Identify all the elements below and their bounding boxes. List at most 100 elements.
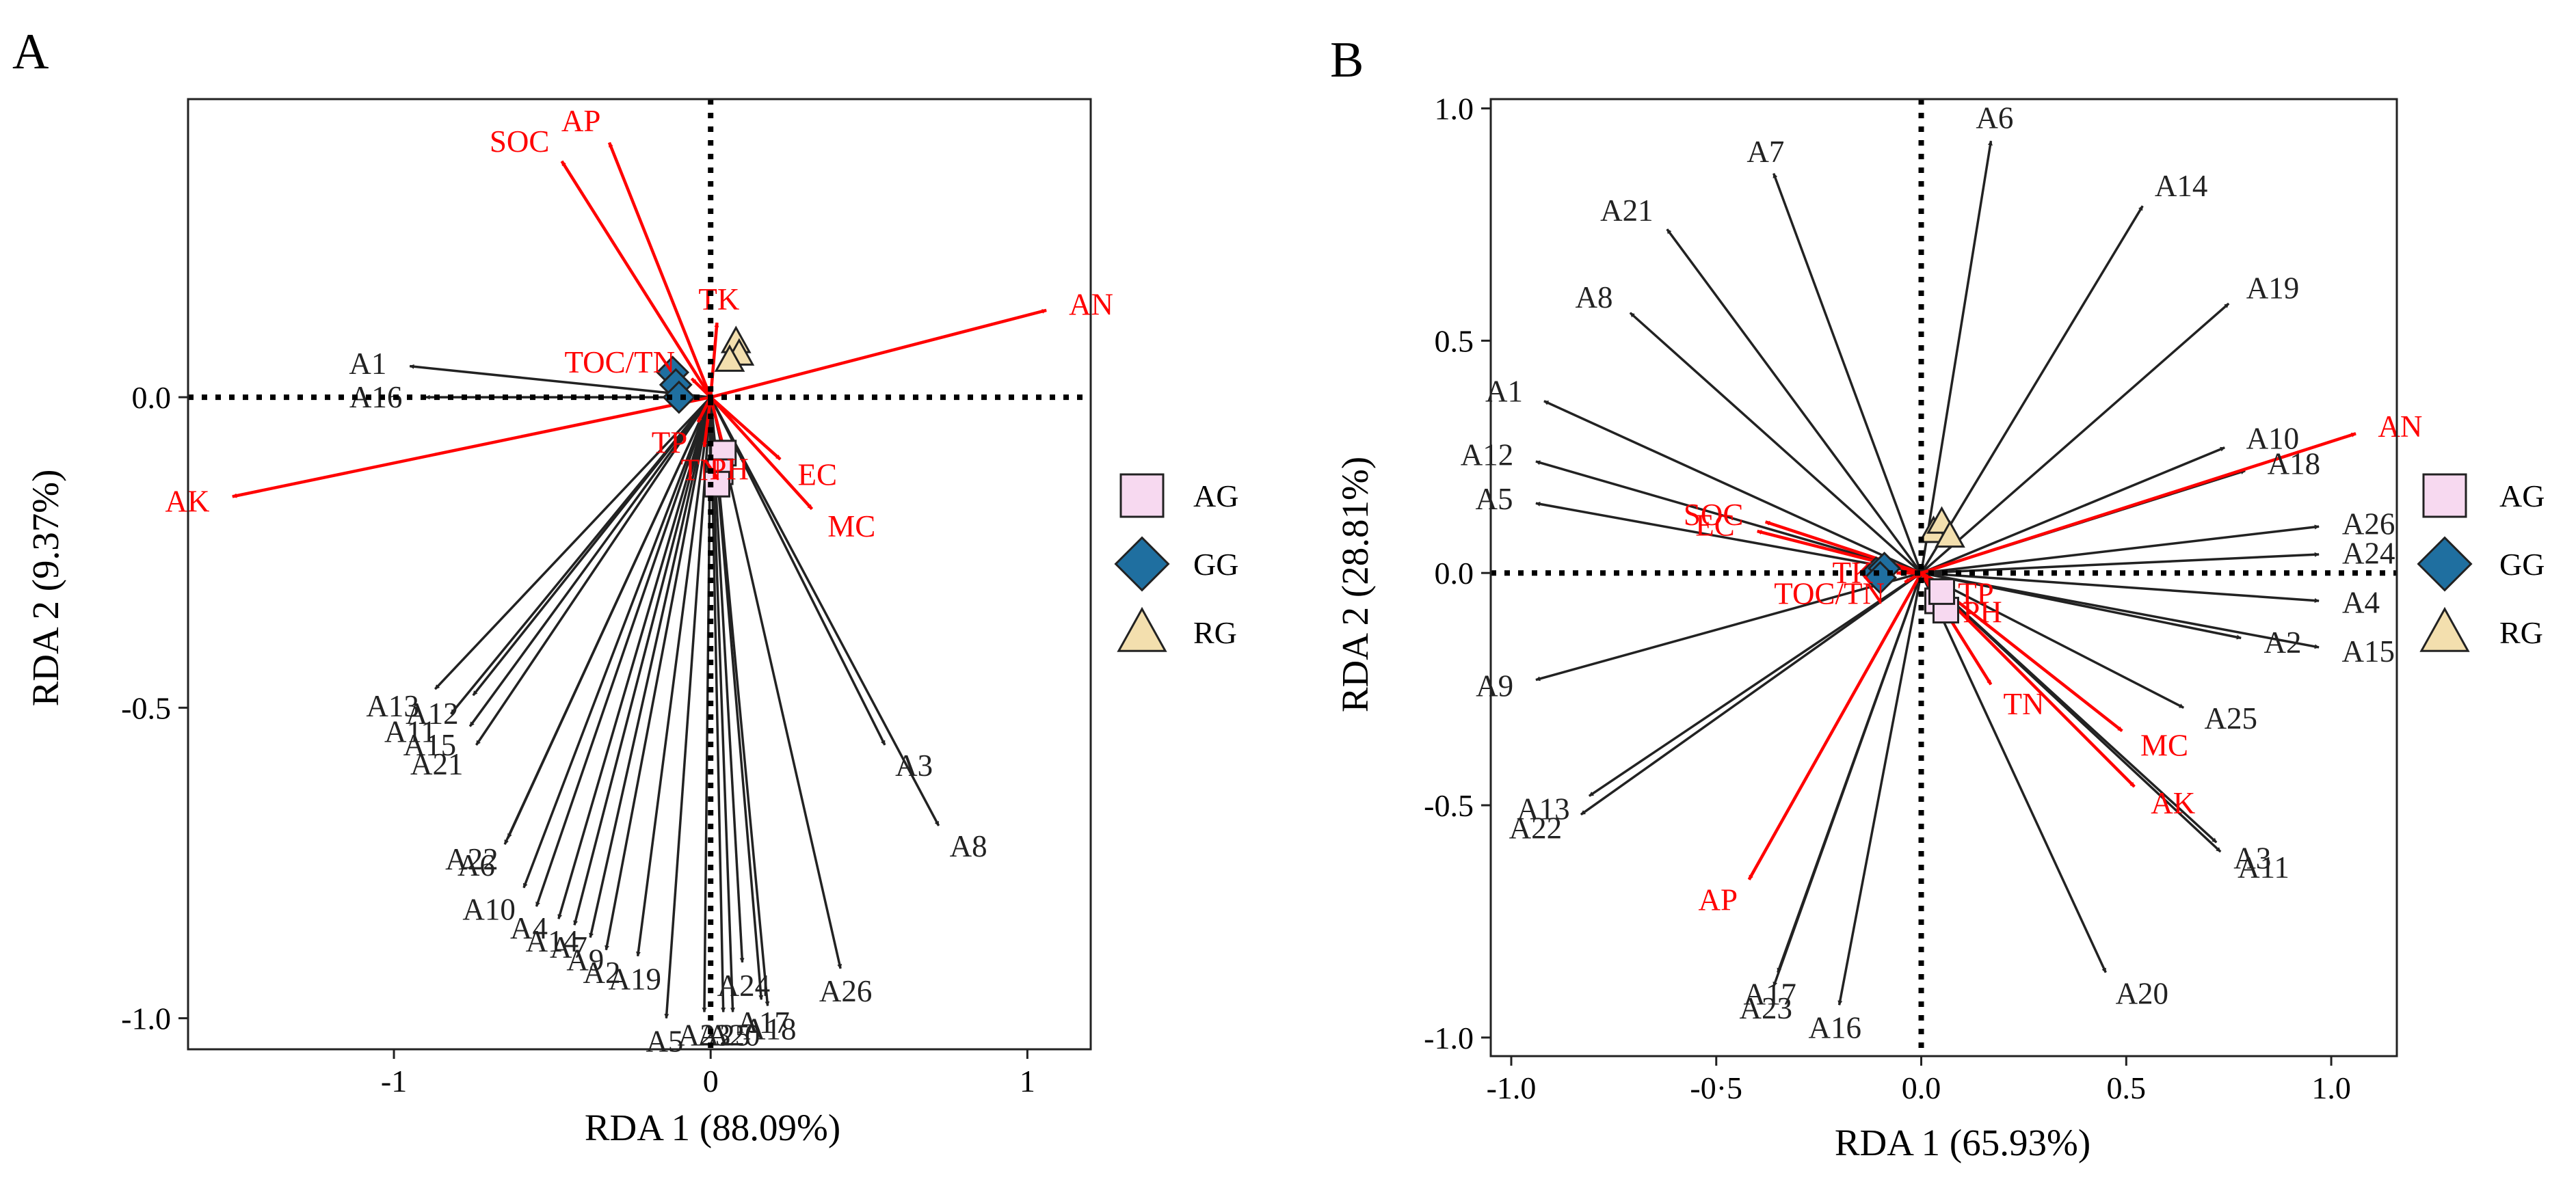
panel-b-species-arrow-a12: [1535, 460, 1922, 574]
panel-a-species-label-a11: A11: [384, 715, 436, 749]
panel-a-env-arrow-an: [710, 308, 1047, 399]
panel-a-species-label-a10: A10: [462, 893, 516, 927]
panel-b-species-label-a20: A20: [2116, 977, 2169, 1011]
panel-b-species-label-a9: A9: [1476, 669, 1513, 703]
panel-b-y-axis-title: RDA 2 (28.81%): [1334, 457, 1376, 712]
panel-b-species-label-a12: A12: [1461, 438, 1514, 472]
panel-a-legend-label-gg: GG: [1193, 547, 1238, 582]
panel-b-species-label-a15: A15: [2342, 634, 2395, 669]
panel-a-species-arrow-a11: [450, 396, 712, 715]
panel-a-species-label-a15: A15: [403, 728, 457, 762]
panel-b-legend-label-rg: RG: [2499, 615, 2543, 650]
panel-b-x-tick-label: 0.5: [2107, 1070, 2147, 1105]
panel-b-letter: B: [1330, 32, 1364, 88]
panel-b-species-label-a10: A10: [2246, 422, 2300, 456]
panel-a-species-label-a17: A17: [736, 1006, 790, 1040]
panel-a-env-label-tp: TP: [652, 426, 688, 460]
panel-a-species-arrow-a2: [605, 396, 712, 951]
panel-a-legend-label-rg: RG: [1193, 615, 1237, 650]
panel-b-env-arrow-an: [1920, 432, 2356, 575]
panel-a-env-label-ph: PH: [709, 453, 749, 487]
panel-b-species-arrow-a9: [1535, 571, 1922, 682]
panel-a-species-label-a6: A6: [457, 848, 495, 882]
panel-a-vectors: [232, 141, 1047, 1019]
panel-a-legend-marker-gg: [1114, 536, 1170, 592]
panel-a-species-arrow-a15: [468, 396, 712, 727]
panel-b-species-arrow-a22: [1580, 571, 1922, 816]
panel-a-species-label-a19: A19: [609, 962, 662, 996]
panel-a-species-arrow-a1: [409, 364, 711, 399]
panel-a-species-arrow-a8: [709, 396, 940, 826]
panel-a-x-tick-label: -1: [381, 1064, 407, 1099]
panel-a-sample-gg: [662, 380, 696, 414]
panel-a-species-label-a1: A1: [349, 347, 386, 381]
panel-a-env-label-toc-tn: TOC/TN: [564, 345, 675, 379]
panel-b-species-label-a7: A7: [1747, 135, 1784, 169]
panel-a-species-label-a4: A4: [510, 911, 548, 945]
panel-a-species-label-a14: A14: [526, 924, 579, 958]
panel-b-env-label-tn: TN: [2003, 687, 2044, 721]
panel-b-species-label-a5: A5: [1475, 482, 1513, 516]
panel-a-y-axis-title: RDA 2 (9.37%): [25, 470, 66, 707]
panel-a-labels: A1A16A3A8A13A12A11A15A21A22A6A10A4A14A7A…: [165, 104, 1114, 1058]
panel-b-species-label-a26: A26: [2342, 507, 2395, 541]
panel-a-env-label-tk: TK: [698, 282, 739, 316]
panel-b-species-label-a23: A23: [1740, 991, 1793, 1025]
panel-b-y-tick-label: 0.5: [1435, 323, 1474, 358]
panel-b-species-arrow-a25: [1920, 571, 2185, 709]
panel-a-species-arrow-a6: [503, 396, 712, 845]
panel-b-species-arrow-a21: [1666, 228, 1922, 574]
panel-a-species-arrow-a20: [709, 397, 735, 1013]
panel-b-species-arrow-a5: [1535, 501, 1922, 574]
panel-b-species-arrow-a11: [1920, 571, 2222, 853]
panel-a-env-label-soc: SOC: [490, 124, 550, 159]
panel-b-species-arrow-a19: [1920, 302, 2230, 574]
panel-b-species-arrow-a26: [1921, 524, 2320, 574]
panel-b-env-label-tk: TK: [1833, 556, 1874, 590]
panel-a-species-label-a12: A12: [406, 697, 459, 731]
panel-a-x-tick-label: 1: [1020, 1064, 1035, 1099]
panel-b-env-label-an: AN: [2378, 409, 2422, 444]
panel-b-env-arrow-ap: [1747, 572, 1923, 880]
panel-b-species-label-a16: A16: [1809, 1011, 1862, 1045]
panel-b-species-label-a22: A22: [1509, 811, 1563, 845]
panel-b-legend: AG GG RG: [2417, 473, 2545, 652]
panel-a-species-label-a21: A21: [410, 747, 464, 781]
panel-b-species-arrow-a24: [1921, 552, 2320, 574]
panel-b-species-arrow-a14: [1920, 205, 2144, 574]
panel-a-species-arrow-a14: [557, 396, 712, 919]
panel-b-species-arrow-a7: [1772, 173, 1923, 574]
panel-a-env-label-mc: MC: [827, 509, 875, 543]
panel-a-env-arrow-ec: [709, 396, 782, 461]
panel-a-species-arrow-a19: [636, 396, 712, 957]
panel-b-y-tick-label: 0.0: [1435, 556, 1474, 591]
panel-a-y-tick-label: -0.5: [121, 690, 171, 725]
panel-b-species-label-a8: A8: [1575, 280, 1612, 314]
panel-b-species-label-a13: A13: [1517, 792, 1570, 826]
panel-b-x-tick-label: 1.0: [2311, 1070, 2351, 1105]
panel-b-species-label-a3: A3: [2233, 841, 2271, 875]
panel-b-species-label-a18: A18: [2268, 446, 2321, 481]
panel-a-species-arrow-a21: [475, 396, 712, 746]
panel-a-species-label-a25: A25: [698, 1018, 751, 1052]
panel-a-env-label-tn: TN: [681, 453, 722, 487]
panel-a-letter: A: [12, 24, 49, 80]
panel-b-legend-label-ag: AG: [2499, 479, 2545, 513]
panel-b-env-label-mc: MC: [2140, 728, 2188, 762]
panel-a-legend-marker-rg: [1117, 606, 1167, 652]
panel-b-species-arrow-a13: [1588, 571, 1922, 797]
panel-a-env-arrow-ap: [607, 141, 713, 398]
panel-b-species-arrow-a6: [1920, 140, 1993, 574]
panel-a-plot-frame: [187, 98, 1092, 1051]
panel-a-env-arrow-tn: [702, 396, 713, 448]
panel-b-species-arrow-a10: [1920, 446, 2225, 574]
panel-a-sample-rg: [714, 344, 745, 372]
panel-a-species-label-a26: A26: [819, 974, 873, 1008]
panel-b-species-label-a25: A25: [2204, 701, 2257, 736]
panel-a-legend-marker-ag: [1119, 473, 1165, 518]
panel-b-species-label-a24: A24: [2342, 536, 2395, 570]
panel-b-x-tick-label: 0.0: [1902, 1070, 1941, 1105]
panel-a-env-arrow-mc: [709, 396, 814, 511]
